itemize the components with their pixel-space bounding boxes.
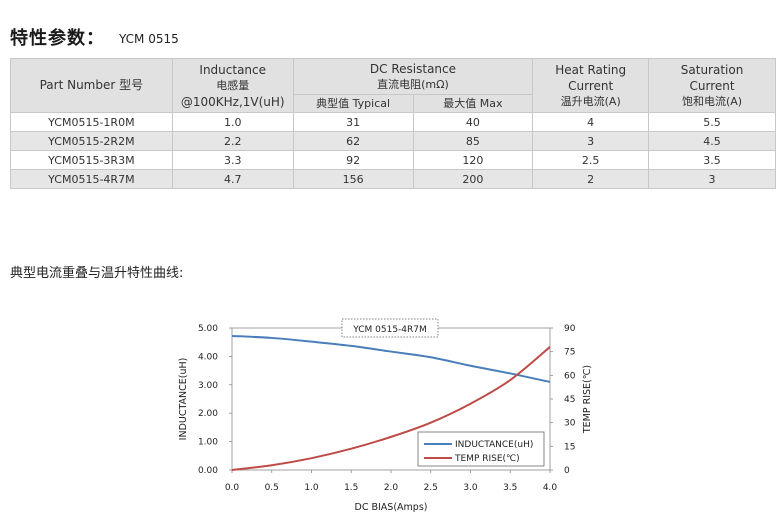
cell-part: YCM0515-1R0M bbox=[10, 112, 173, 132]
x-tick-label: 2.0 bbox=[384, 483, 399, 493]
header-part-number: Part Number 型号 bbox=[10, 58, 173, 113]
spec-table: Part Number 型号 Inductance 电感量 @100KHz,1V… bbox=[10, 58, 776, 189]
header-dc-resistance: DC Resistance 直流电阻(mΩ) bbox=[292, 58, 534, 95]
x-tick-label: 4.0 bbox=[543, 483, 558, 493]
x-tick-label: 1.5 bbox=[344, 483, 358, 493]
table-subheader-row: 典型值 Typical 最大值 Max bbox=[11, 94, 776, 113]
table-header-row: Part Number 型号 Inductance 电感量 @100KHz,1V… bbox=[10, 58, 776, 113]
y2-tick-label: 30 bbox=[564, 419, 576, 429]
y2-tick-label: 75 bbox=[564, 348, 575, 358]
y-tick-label: 0.00 bbox=[198, 466, 218, 476]
y2-tick-label: 15 bbox=[564, 442, 575, 452]
cell-heat: 2 bbox=[532, 169, 650, 189]
cell-dcr-typical: 92 bbox=[292, 150, 414, 170]
cell-heat: 4 bbox=[532, 112, 650, 132]
y2-tick-label: 90 bbox=[564, 324, 576, 334]
table-row: YCM0515-3R3M 3.3 92 120 2.5 3.5 bbox=[10, 150, 776, 170]
y2-tick-labels: 0 15 30 45 60 75 90 bbox=[550, 324, 576, 476]
cell-inductance: 2.2 bbox=[171, 131, 294, 151]
cell-part: YCM0515-2R2M bbox=[10, 131, 173, 151]
y2-tick-label: 60 bbox=[564, 371, 576, 381]
series-layer bbox=[231, 334, 551, 471]
cell-saturation: 3.5 bbox=[648, 150, 776, 170]
cell-inductance: 3.3 bbox=[171, 150, 294, 170]
inductance-line bbox=[231, 334, 551, 383]
curve-section-title: 典型电流重叠与温升特性曲线: bbox=[10, 266, 184, 281]
y2-axis-title: TEMP RISE(℃) bbox=[582, 365, 593, 434]
cell-heat: 2.5 bbox=[532, 150, 650, 170]
table-row: YCM0515-1R0M 1.0 31 40 4 5.5 bbox=[10, 112, 776, 132]
cell-part: YCM0515-4R7M bbox=[10, 169, 173, 189]
y-tick-label: 1.00 bbox=[198, 438, 218, 448]
chart-title-box: YCM 0515-4R7M bbox=[341, 318, 439, 338]
legend-label: TEMP RISE(℃) bbox=[454, 454, 520, 464]
model-name: YCM 0515 bbox=[119, 32, 179, 46]
header-inductance: Inductance 电感量 @100KHz,1V(uH) bbox=[171, 58, 294, 113]
cell-inductance: 4.7 bbox=[171, 169, 294, 189]
cell-dcr-max: 120 bbox=[412, 150, 534, 170]
y-tick-label: 2.00 bbox=[198, 409, 218, 419]
x-tick-label: 3.0 bbox=[463, 483, 478, 493]
cell-dcr-max: 200 bbox=[412, 169, 534, 189]
cell-dcr-typical: 31 bbox=[292, 112, 414, 132]
y-tick-labels: 0.00 1.00 2.00 3.00 4.00 5.00 bbox=[198, 324, 232, 476]
header-dcr-max: 最大值 Max bbox=[412, 94, 534, 113]
header-saturation: Saturation Current 饱和电流(A) bbox=[648, 58, 776, 113]
chart-legend: INDUCTANCE(uH) TEMP RISE(℃) bbox=[417, 431, 545, 467]
cell-heat: 3 bbox=[532, 131, 650, 151]
cell-part: YCM0515-3R3M bbox=[10, 150, 173, 170]
chart-title: YCM 0515-4R7M bbox=[352, 325, 427, 335]
x-axis-title: DC BIAS(Amps) bbox=[355, 502, 428, 513]
cell-dcr-typical: 156 bbox=[292, 169, 414, 189]
spec-header: 特性参数： YCM 0515 bbox=[10, 24, 179, 50]
cell-dcr-max: 40 bbox=[412, 112, 534, 132]
cell-saturation: 4.5 bbox=[648, 131, 776, 151]
x-tick-label: 0.5 bbox=[265, 483, 279, 493]
x-tick-label: 3.5 bbox=[503, 483, 517, 493]
section-title: 特性参数： bbox=[10, 28, 105, 49]
header-heat-rating: Heat Rating Current 温升电流(A) bbox=[532, 58, 650, 113]
cell-saturation: 3 bbox=[648, 169, 776, 189]
y-tick-label: 5.00 bbox=[198, 324, 218, 334]
chart-title-frame bbox=[341, 318, 439, 338]
inductance-temp-chart: 0.0 0.5 1.0 1.5 2.0 2.5 3.0 3.5 4.0 0.00 1.00 2.00… bbox=[178, 318, 593, 513]
x-tick-label: 0.0 bbox=[225, 483, 240, 493]
cell-dcr-typical: 62 bbox=[292, 131, 414, 151]
cell-inductance: 1.0 bbox=[171, 112, 294, 132]
y2-tick-label: 45 bbox=[564, 395, 575, 405]
cell-saturation: 5.5 bbox=[648, 112, 776, 132]
y2-tick-label: 0 bbox=[564, 466, 570, 476]
y-tick-label: 4.00 bbox=[198, 352, 218, 362]
x-tick-labels: 0.0 0.5 1.0 1.5 2.0 2.5 3.0 3.5 4.0 bbox=[225, 470, 558, 493]
y-axis-title: INDUCTANCE(uH) bbox=[178, 358, 189, 441]
header-dcr-typical: 典型值 Typical bbox=[292, 94, 414, 113]
table-row: YCM0515-4R7M 4.7 156 200 2 3 bbox=[10, 169, 776, 189]
legend-label: INDUCTANCE(uH) bbox=[455, 440, 533, 450]
x-tick-label: 1.0 bbox=[304, 483, 319, 493]
table-row: YCM0515-2R2M 2.2 62 85 3 4.5 bbox=[10, 131, 776, 151]
y-tick-label: 3.00 bbox=[198, 381, 218, 391]
legend-frame bbox=[417, 431, 545, 467]
x-tick-label: 2.5 bbox=[424, 483, 438, 493]
cell-dcr-max: 85 bbox=[412, 131, 534, 151]
temp-rise-line bbox=[231, 346, 551, 471]
